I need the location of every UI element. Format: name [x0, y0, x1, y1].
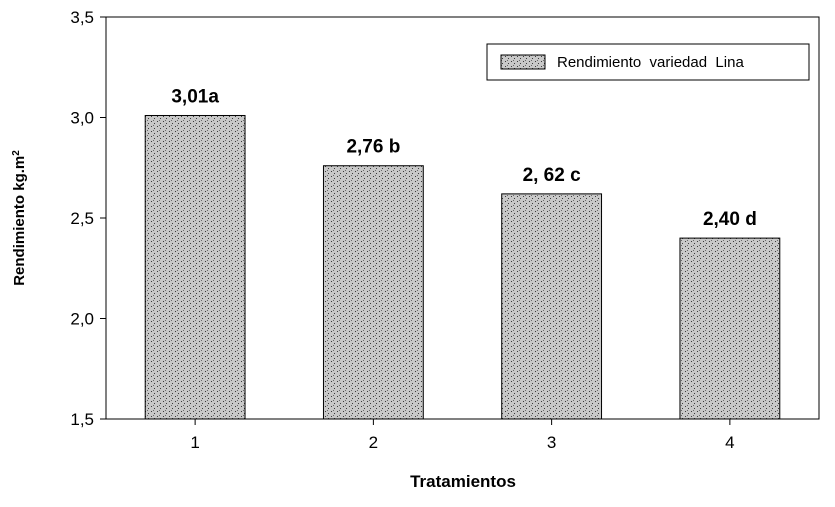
x-tick-label: 3 — [547, 433, 556, 452]
bar-data-label: 2,40 d — [703, 209, 757, 230]
y-tick-label: 2,5 — [70, 209, 94, 228]
bar-data-labels: 3,01a 2,76 b 2, 62 c 2,40 d — [171, 86, 756, 230]
bar-data-label: 2,76 b — [346, 137, 400, 158]
bar — [322, 165, 424, 420]
y-tick-label: 1,5 — [70, 410, 94, 429]
y-axis-title-main: Rendimiento kg.m — [11, 156, 28, 286]
x-axis-title: Tratamientos — [410, 472, 516, 491]
legend: Rendimiento variedad Lina — [486, 43, 810, 81]
legend-label: Rendimiento variedad Lina — [557, 54, 744, 71]
y-axis: 1,5 2,0 2,5 3,0 3,5 — [70, 8, 106, 429]
bar — [144, 114, 246, 420]
x-tick-label: 1 — [190, 433, 199, 452]
x-tick-label: 2 — [369, 433, 378, 452]
y-tick-label: 3,0 — [70, 109, 94, 128]
bar — [679, 237, 781, 420]
bar-data-label: 2, 62 c — [523, 165, 582, 186]
x-tick-label: 4 — [725, 433, 734, 452]
y-axis-title-superscript: 2 — [11, 150, 22, 156]
bar-data-label: 3,01a — [171, 86, 219, 107]
legend-swatch — [500, 54, 546, 70]
x-axis: 1 2 3 4 — [190, 419, 735, 452]
y-axis-title: Rendimiento kg.m2 — [11, 150, 29, 286]
y-tick-label: 3,5 — [70, 8, 94, 27]
bars-group — [144, 114, 781, 420]
bar — [501, 193, 603, 420]
y-tick-label: 2,0 — [70, 310, 94, 329]
